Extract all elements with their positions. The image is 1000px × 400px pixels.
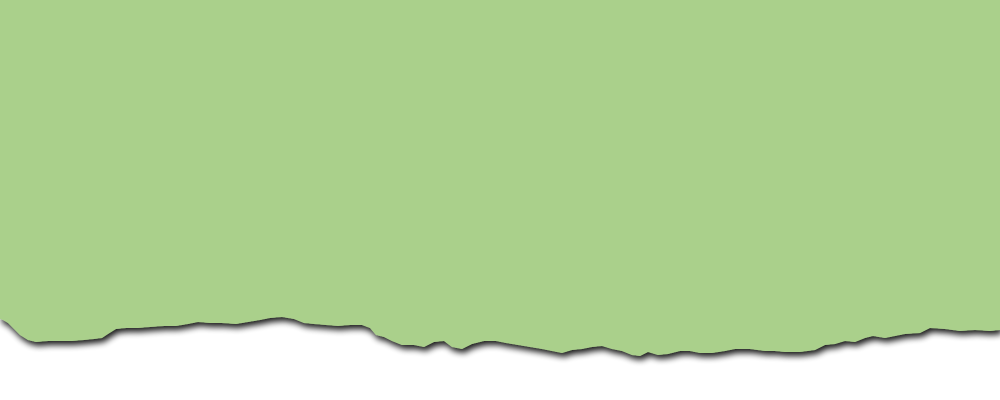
torn-green-paper	[0, 0, 1000, 356]
